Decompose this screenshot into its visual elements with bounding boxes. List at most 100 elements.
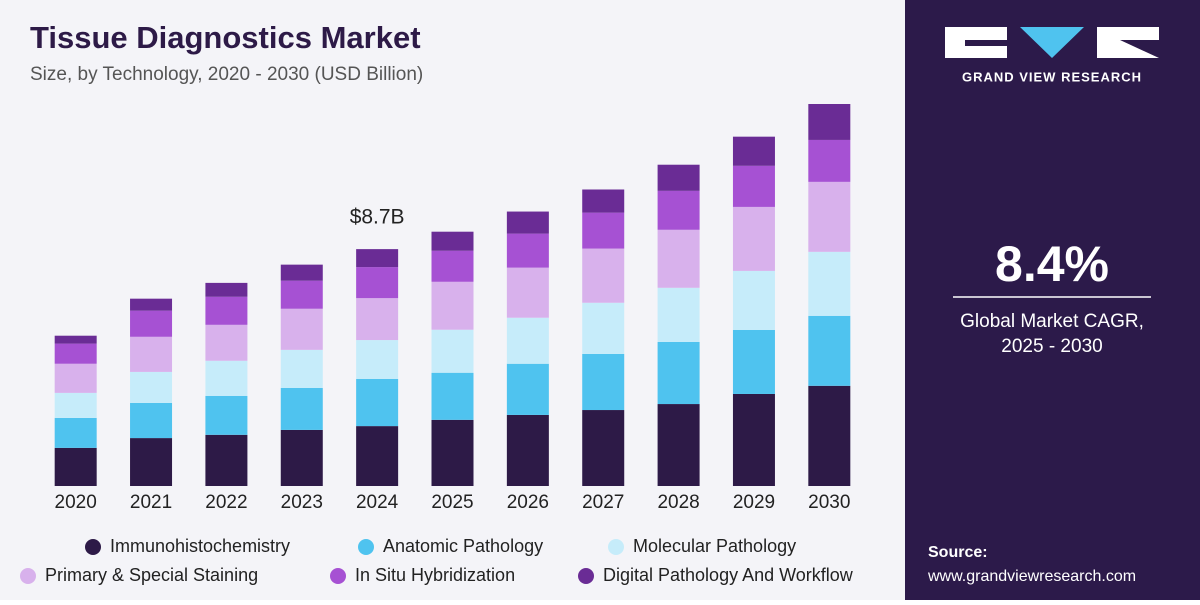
legend-label: Immunohistochemistry bbox=[110, 536, 290, 556]
bar-segment bbox=[582, 410, 625, 486]
bar-segment bbox=[732, 165, 775, 207]
legend-marker bbox=[578, 568, 594, 584]
cagr-caption: 2025 - 2030 bbox=[1001, 336, 1102, 357]
bar-segment bbox=[657, 229, 700, 288]
chart-subtitle: Size, by Technology, 2020 - 2030 (USD Bi… bbox=[30, 64, 423, 85]
x-tick-label: 2030 bbox=[808, 492, 850, 513]
x-tick-label: 2023 bbox=[281, 492, 323, 513]
bar-segment bbox=[657, 164, 700, 191]
brand: GRAND VIEW RESEARCH bbox=[962, 69, 1142, 84]
bar-segment bbox=[431, 372, 474, 420]
bar-segment bbox=[732, 329, 775, 394]
logo-cut bbox=[1120, 40, 1159, 58]
bar-segment bbox=[506, 414, 549, 486]
x-tick-label: 2024 bbox=[356, 492, 399, 513]
bar-segment bbox=[431, 231, 474, 251]
bar-segment bbox=[205, 282, 248, 297]
x-tick-label: 2029 bbox=[733, 492, 775, 513]
bar-segment bbox=[808, 315, 851, 386]
bar-segment bbox=[54, 417, 97, 448]
bar-segment bbox=[732, 136, 775, 166]
bar-segment bbox=[356, 340, 399, 379]
x-tick-label: 2022 bbox=[205, 492, 247, 513]
legend-label: Molecular Pathology bbox=[633, 536, 796, 556]
bar-segment bbox=[356, 249, 399, 268]
legend-marker bbox=[85, 539, 101, 555]
bar-segment bbox=[431, 250, 474, 282]
bar-segment bbox=[205, 296, 248, 325]
bar-segment bbox=[431, 329, 474, 373]
bar-segment bbox=[130, 402, 173, 439]
bar-segment bbox=[808, 385, 851, 486]
bar-segment bbox=[280, 387, 323, 430]
x-tick-label: 2028 bbox=[657, 492, 699, 513]
bar-segment bbox=[506, 317, 549, 364]
bar-segment bbox=[657, 190, 700, 230]
bar-segment bbox=[356, 267, 399, 299]
bar-segment bbox=[356, 426, 399, 486]
x-tick-label: 2020 bbox=[55, 492, 97, 513]
bar-segment bbox=[356, 298, 399, 341]
side-panel bbox=[905, 0, 1200, 600]
bar-segment bbox=[582, 302, 625, 354]
bar-segment bbox=[280, 429, 323, 486]
bar-segment bbox=[356, 378, 399, 427]
x-tick-label: 2021 bbox=[130, 492, 172, 513]
bar-segment bbox=[431, 281, 474, 330]
bar-segment bbox=[808, 104, 851, 140]
bar-segment bbox=[657, 404, 700, 486]
legend-label: In Situ Hybridization bbox=[355, 565, 515, 585]
cagr-caption: Global Market CAGR, bbox=[960, 311, 1144, 332]
x-tick-label: 2026 bbox=[507, 492, 549, 513]
bar-segment bbox=[732, 206, 775, 271]
legend-marker bbox=[358, 539, 374, 555]
bar-segment bbox=[506, 211, 549, 234]
bar-segment bbox=[657, 341, 700, 405]
bar-segment bbox=[582, 248, 625, 303]
bar-segment bbox=[205, 395, 248, 435]
legend-marker bbox=[608, 539, 624, 555]
bar-segment bbox=[54, 447, 97, 486]
bar-segment bbox=[54, 363, 97, 393]
bar-segment bbox=[506, 233, 549, 268]
bar-segment bbox=[130, 336, 173, 372]
bar-segment bbox=[130, 298, 173, 311]
bar-segment bbox=[808, 181, 851, 252]
bar-segment bbox=[205, 434, 248, 486]
bar-segment bbox=[506, 363, 549, 415]
legend-marker bbox=[20, 568, 36, 584]
total-label: $8.7B bbox=[350, 206, 405, 229]
x-tick-label: 2025 bbox=[431, 492, 473, 513]
source-url: www.grandviewresearch.com bbox=[927, 568, 1136, 585]
bar-segment bbox=[732, 393, 775, 486]
bar-segment bbox=[732, 270, 775, 330]
bar-segment bbox=[54, 392, 97, 418]
bar-segment bbox=[582, 212, 625, 249]
bar-segment bbox=[808, 139, 851, 182]
bar-segment bbox=[280, 280, 323, 309]
bar-segment bbox=[54, 343, 97, 364]
bar-segment bbox=[506, 267, 549, 318]
bar-segment bbox=[808, 251, 851, 316]
bar-segment bbox=[130, 371, 173, 403]
bar-segment bbox=[280, 264, 323, 281]
bar-segment bbox=[582, 353, 625, 411]
bar-segment bbox=[657, 287, 700, 342]
cagr-value: 8.4% bbox=[995, 236, 1109, 292]
legend-marker bbox=[330, 568, 346, 584]
logo bbox=[945, 27, 1159, 58]
bar-segment bbox=[130, 310, 173, 337]
chart-title: Tissue Diagnostics Market bbox=[30, 20, 421, 55]
bar-segment bbox=[280, 349, 323, 388]
bar-segment bbox=[205, 360, 248, 396]
legend-label: Digital Pathology And Workflow bbox=[603, 565, 854, 585]
x-tick-label: 2027 bbox=[582, 492, 624, 513]
bar-segment bbox=[54, 335, 97, 344]
legend-label: Anatomic Pathology bbox=[383, 536, 543, 556]
source-title: Source: bbox=[928, 544, 988, 561]
bar-segment bbox=[280, 308, 323, 350]
bar-segment bbox=[431, 419, 474, 486]
bar-segment bbox=[582, 189, 625, 213]
logo-cut bbox=[965, 40, 1007, 46]
